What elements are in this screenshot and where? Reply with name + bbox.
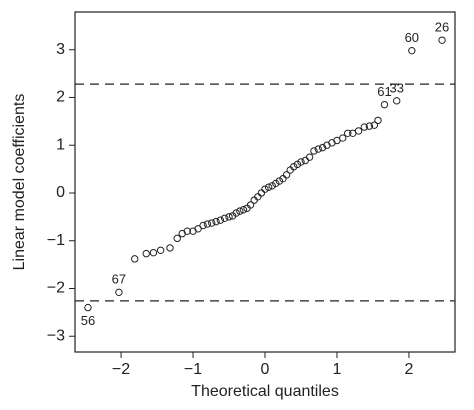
y-axis-label: Linear model coefficients	[11, 94, 28, 271]
point	[246, 201, 255, 209]
point	[360, 123, 369, 131]
point	[301, 156, 310, 165]
point	[142, 249, 150, 258]
x-tick-label: 1	[333, 361, 342, 378]
point	[257, 189, 266, 197]
point	[232, 209, 240, 217]
point	[408, 46, 416, 55]
point	[220, 214, 229, 222]
point	[370, 121, 379, 129]
point	[239, 205, 248, 214]
point	[166, 244, 174, 252]
point	[225, 213, 233, 221]
point-label: 26	[435, 20, 449, 35]
point	[149, 248, 158, 257]
y-tick-label: 1	[56, 136, 65, 153]
point-label: 60	[405, 30, 419, 45]
x-tick-label: 0	[261, 361, 270, 378]
x-tick-label: −2	[112, 361, 130, 378]
point	[216, 216, 225, 224]
point	[84, 303, 92, 312]
point	[310, 147, 318, 155]
point	[236, 207, 244, 215]
point	[354, 127, 363, 135]
point	[131, 255, 139, 263]
point	[156, 246, 165, 254]
point	[393, 97, 401, 105]
point	[318, 143, 327, 152]
point-label: 56	[81, 313, 95, 328]
point	[305, 153, 314, 161]
point	[282, 171, 291, 179]
point	[183, 227, 191, 235]
point	[208, 219, 216, 227]
point	[297, 158, 305, 166]
y-tick-label: −1	[47, 232, 65, 249]
x-axis-label: Theoretical quantiles	[191, 383, 339, 400]
x-tick-label: −1	[184, 361, 202, 378]
point	[365, 122, 374, 130]
y-tick-label: 2	[56, 89, 65, 106]
point	[173, 234, 181, 243]
point	[344, 129, 352, 137]
point	[374, 116, 382, 125]
y-tick-label: 0	[56, 184, 65, 201]
point	[212, 217, 220, 226]
y-tick-label: −2	[47, 280, 65, 297]
point	[380, 100, 389, 109]
y-tick-label: 3	[56, 41, 65, 58]
point	[438, 36, 446, 44]
x-tick-label: 2	[404, 361, 413, 378]
point	[339, 134, 347, 142]
point	[261, 185, 269, 193]
point	[199, 221, 207, 230]
point	[115, 288, 123, 297]
point-label: 67	[112, 272, 126, 287]
point	[264, 183, 273, 191]
point-label: 33	[389, 80, 403, 95]
point-label: 61	[377, 84, 391, 99]
point	[203, 220, 212, 228]
point	[314, 145, 322, 153]
point	[194, 225, 202, 233]
y-tick-label: −3	[47, 327, 65, 344]
